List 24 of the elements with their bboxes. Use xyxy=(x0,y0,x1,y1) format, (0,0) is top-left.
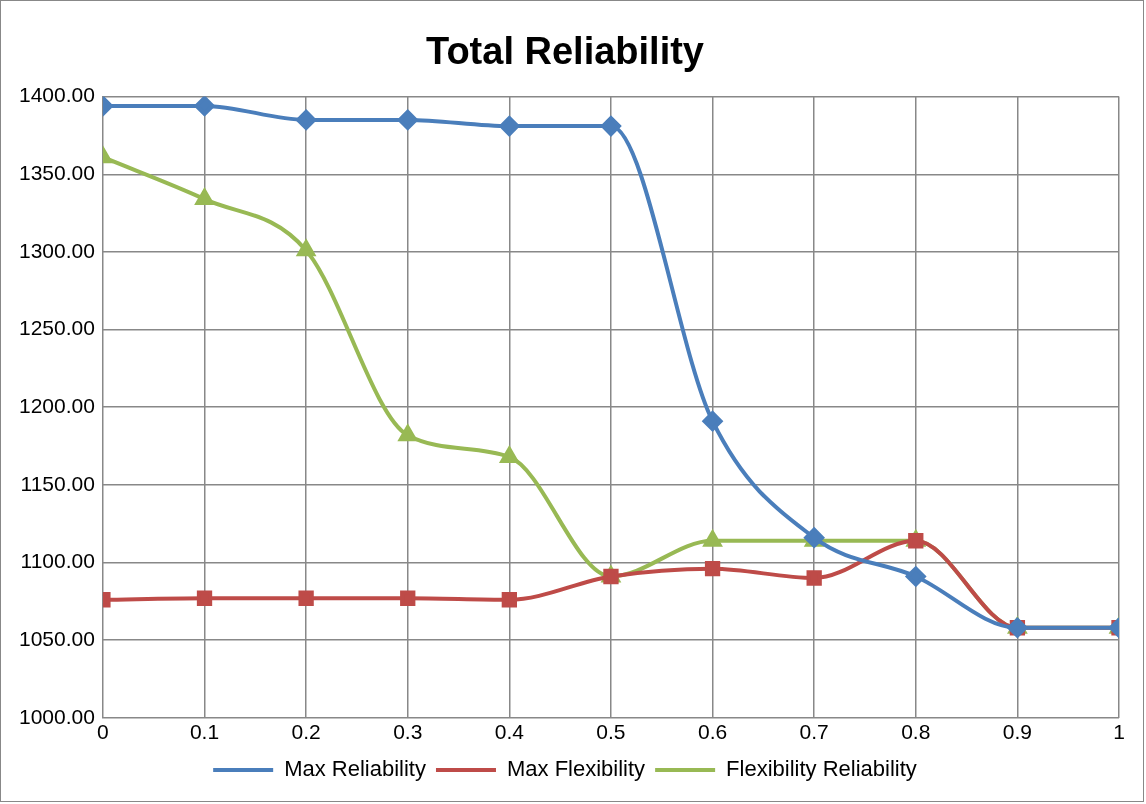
legend-label: Flexibility Reliability xyxy=(726,756,917,782)
x-tick-label: 0.4 xyxy=(494,720,525,744)
x-tick-label: 0.9 xyxy=(1002,720,1032,744)
x-tick-label: 0.1 xyxy=(189,720,220,744)
y-tick-label: 1000.00 xyxy=(18,704,95,728)
x-tick-label: 0.5 xyxy=(596,720,626,744)
legend-label: Max Reliability xyxy=(284,756,426,782)
y-tick-label: 1050.00 xyxy=(18,626,95,650)
x-tick-label: 0.3 xyxy=(393,720,423,744)
x-tick-label: 0.6 xyxy=(697,720,728,744)
y-tick-label: 1250.00 xyxy=(18,316,95,340)
x-tick-label: 0.8 xyxy=(901,720,931,744)
x-tick-label: 1 xyxy=(1113,720,1125,744)
y-tick-label: 1300.00 xyxy=(18,238,95,262)
x-tick-label: 0 xyxy=(97,720,109,744)
y-tick-label: 1400.00 xyxy=(18,83,95,107)
y-tick-label: 1350.00 xyxy=(18,161,95,185)
x-tick-label: 0.7 xyxy=(799,720,829,744)
y-tick-label: 1150.00 xyxy=(20,471,95,495)
y-tick-label: 1100.00 xyxy=(20,549,95,573)
y-tick-label: 1200.00 xyxy=(18,394,95,417)
chart-title: Total Reliability xyxy=(425,30,705,73)
legend-label: Max Flexibility xyxy=(506,756,646,782)
x-tick-label: 0.2 xyxy=(291,720,321,744)
